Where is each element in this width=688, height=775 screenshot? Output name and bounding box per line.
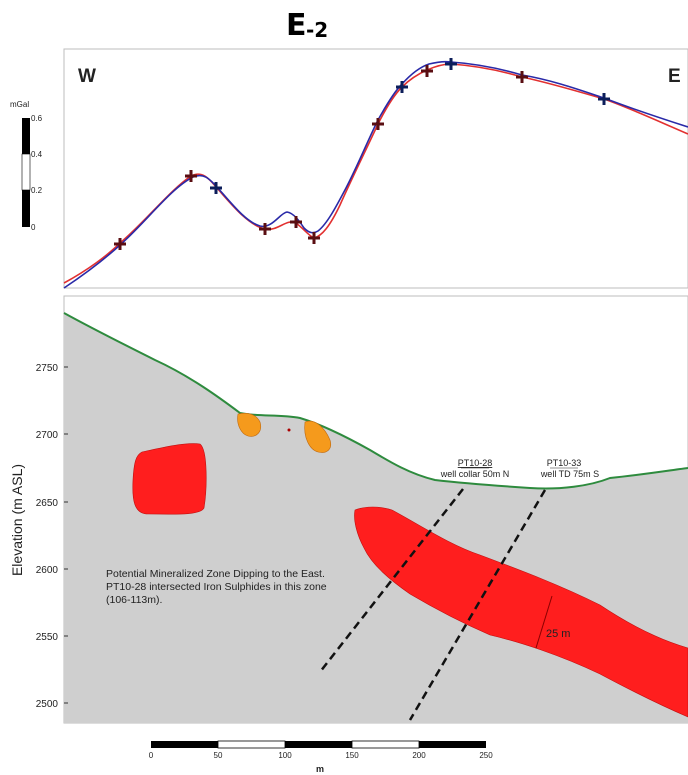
horizontal-scale-bar [151, 740, 486, 749]
y-tick-2650: 2650 [36, 498, 59, 509]
station-marker [290, 216, 302, 228]
scale-bar-white [21, 153, 31, 191]
scale-tick-0: 0 [31, 223, 36, 232]
scale-tick-100m: 100 [278, 751, 292, 760]
station-marker [308, 232, 320, 244]
well-trace-pt10-33 [408, 489, 547, 721]
scale-tick-250m: 250 [479, 751, 493, 760]
station-marker [445, 58, 457, 70]
station-marker [259, 223, 271, 235]
well-name-pt10-28: PT10-28 [458, 458, 493, 468]
profile-panel [63, 48, 688, 289]
station-marker [372, 118, 384, 130]
red-body-block [132, 443, 207, 515]
title-subscript: -2 [306, 18, 328, 42]
station-marker [396, 81, 408, 93]
y-tick-2500: 2500 [36, 699, 59, 710]
y-tick-2700: 2700 [36, 430, 59, 441]
station-marker [210, 182, 222, 194]
scale-tick-200m: 200 [412, 751, 426, 760]
y-tick-2550: 2550 [36, 632, 59, 643]
scale-tick-0m: 0 [149, 751, 154, 760]
y-tick-2750: 2750 [36, 363, 59, 374]
thickness-line [535, 595, 553, 649]
y-axis-label: Elevation (m ASL) [9, 464, 25, 576]
well-note-pt10-33: well TD 75m S [540, 469, 599, 479]
y-axis [64, 366, 68, 704]
thickness-label: 25 m [546, 628, 570, 640]
scale-tick-150m: 150 [345, 751, 359, 760]
station-marker [114, 238, 126, 250]
station-marker [598, 93, 610, 105]
annotation-line-1: Potential Mineralized Zone Dipping to th… [106, 568, 325, 580]
scale-bar-black-1 [22, 118, 30, 154]
annotation-line-3: (106-113m). [106, 594, 162, 606]
station-marker [421, 65, 433, 77]
well-note-pt10-28: well collar 50m N [440, 469, 510, 479]
scale-tick-0.6: 0.6 [31, 114, 43, 123]
east-label: E [668, 66, 681, 87]
scale-tick-50m: 50 [214, 751, 223, 760]
mineralized-zone [354, 506, 688, 718]
gravity-stations [114, 58, 610, 250]
orange-body-2 [304, 420, 331, 453]
well-name-pt10-33: PT10-33 [547, 458, 582, 468]
title-main: E [286, 8, 307, 43]
orange-body-1 [237, 412, 261, 437]
station-marker [185, 170, 197, 182]
station-marker [516, 71, 528, 83]
calculated-gravity-curve [63, 60, 688, 289]
small-point [287, 428, 291, 432]
scale-unit-label: mGal [10, 100, 29, 109]
topography-line [63, 312, 688, 490]
scale-tick-0.2: 0.2 [31, 186, 43, 195]
west-label: W [78, 66, 96, 87]
scale-bar-black-2 [22, 190, 30, 227]
scale-unit-m: m [316, 764, 324, 774]
annotation-line-2: PT10-28 intersected Iron Sulphides in th… [106, 581, 327, 593]
y-tick-2600: 2600 [36, 565, 59, 576]
scale-tick-0.4: 0.4 [31, 150, 43, 159]
